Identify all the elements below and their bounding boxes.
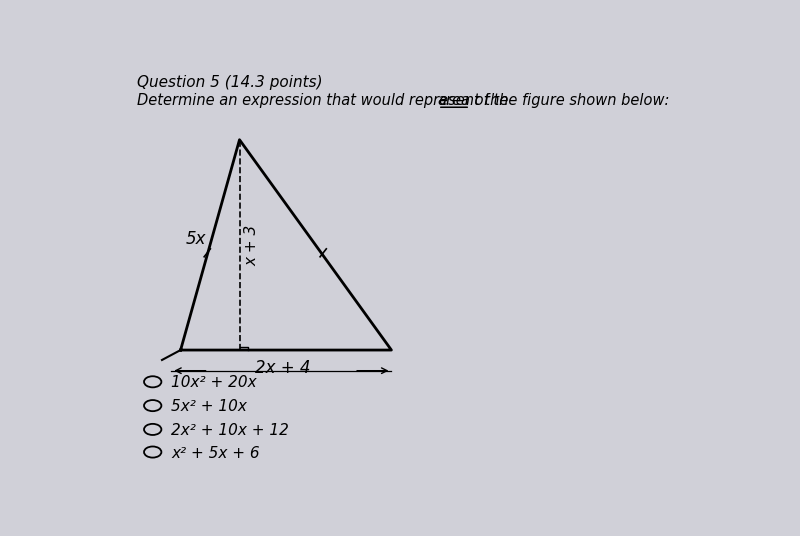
- Text: 5x: 5x: [186, 230, 206, 248]
- Text: area: area: [438, 93, 471, 108]
- Text: 10x² + 20x: 10x² + 20x: [171, 376, 257, 391]
- Text: x² + 5x + 6: x² + 5x + 6: [171, 446, 260, 461]
- Text: x + 3: x + 3: [245, 224, 259, 265]
- Text: of the figure shown below:: of the figure shown below:: [470, 93, 670, 108]
- Text: 2x + 4: 2x + 4: [255, 359, 310, 377]
- Text: Determine an expression that would represent the: Determine an expression that would repre…: [138, 93, 514, 108]
- Text: Question 5 (14.3 points): Question 5 (14.3 points): [138, 75, 323, 90]
- Text: 5x² + 10x: 5x² + 10x: [171, 399, 247, 414]
- Text: 2x² + 10x + 12: 2x² + 10x + 12: [171, 423, 289, 438]
